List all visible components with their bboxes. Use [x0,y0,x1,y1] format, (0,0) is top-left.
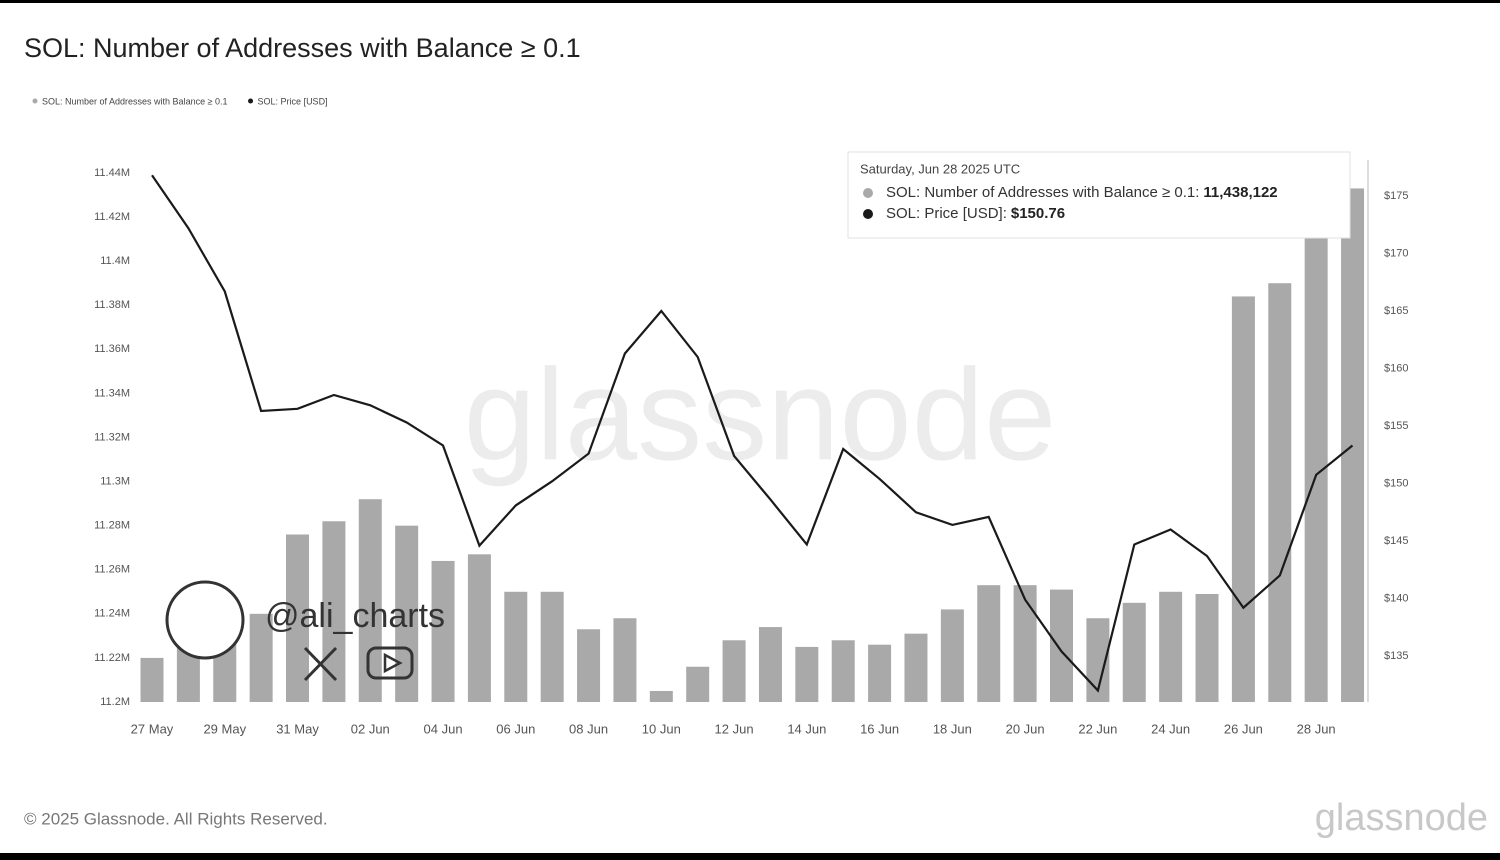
y-tick-label: 11.2M [100,696,130,708]
y2-tick-label: $135 [1384,650,1408,662]
y-tick-label: 11.4M [100,255,130,267]
tooltip-dot [863,188,873,198]
tooltip-value: 11,438,122 [1203,184,1277,201]
bar [1341,188,1365,702]
bar [758,627,782,702]
bar [1013,585,1037,702]
bar [904,633,928,702]
y-tick-label: 11.44M [94,167,130,179]
y-tick-label: 11.22M [94,652,130,664]
bar [1195,593,1219,702]
watermark: glassnode [464,341,1057,487]
youtube-icon [366,646,414,680]
logo: glassnode [1315,797,1488,839]
y-tick-label: 11.38M [94,299,130,311]
bar [249,613,273,702]
bar [1304,177,1328,703]
x-tick-label: 18 Jun [933,721,972,736]
bar [431,560,455,702]
bar [1086,618,1110,702]
bar [577,629,601,702]
x-tick-label: 10 Jun [642,721,681,736]
x-tick-label: 14 Jun [787,721,826,736]
bar [1159,591,1183,702]
chart-title: SOL: Number of Addresses with Balance ≥ … [24,33,581,63]
bar [831,640,855,702]
x-tick-label: 31 May [276,721,319,736]
x-tick-label: 28 Jun [1297,721,1336,736]
y-tick-label: 11.32M [94,431,130,443]
y-tick-label: 11.36M [94,343,130,355]
x-tick-label: 26 Jun [1224,721,1263,736]
tooltip-dot [863,209,873,219]
y2-tick-label: $145 [1384,535,1408,547]
x-tick-label: 06 Jun [496,721,535,736]
x-tick-label: 24 Jun [1151,721,1190,736]
price-line [151,174,1354,693]
y2-tick-label: $160 [1384,362,1408,374]
y2-tick-label: $165 [1384,305,1408,317]
bar [1231,296,1255,702]
tooltip-date: Saturday, Jun 28 2025 UTC [860,161,1020,176]
y2-tick-label: $155 [1384,420,1408,432]
author-handle: @ali_charts [265,597,445,635]
tooltip-box [847,151,1351,239]
bar [940,609,964,702]
legend-swatch [32,98,38,104]
x-tick-label: 20 Jun [1006,721,1045,736]
bar [140,657,164,702]
x-tick-label: 27 May [131,721,174,736]
y2-tick-label: $140 [1384,592,1408,604]
x-tick-label: 08 Jun [569,721,608,736]
bar [358,499,382,702]
legend-label: SOL: Price [USD] [258,96,328,106]
bar [286,534,310,702]
bar [868,644,892,702]
x-tick-label: 22 Jun [1078,721,1117,736]
bar [540,591,564,702]
bar [1050,589,1073,702]
tooltip-value: $150.76 [1011,205,1065,222]
bar [1122,602,1146,702]
author-avatar [165,580,245,660]
legend-label: SOL: Number of Addresses with Balance ≥ … [42,96,228,106]
tooltip-label: SOL: Number of Addresses with Balance ≥ … [886,184,1199,201]
bar [722,640,746,702]
bar [613,618,637,702]
footer: © 2025 Glassnode. All Rights Reserved. [24,809,328,828]
x-tick-label: 16 Jun [860,721,899,736]
y-tick-label: 11.42M [94,211,130,223]
y-tick-label: 11.24M [94,608,130,620]
legend-swatch [248,98,254,104]
youtube-play [383,652,403,674]
bar [504,591,528,702]
y-tick-label: 11.3M [100,475,130,487]
y2-tick-label: $175 [1384,190,1408,202]
x-icon [303,646,338,682]
bar [795,646,819,702]
x-tick-label: 12 Jun [715,721,754,736]
x-tick-label: 04 Jun [424,721,463,736]
tooltip-label: SOL: Price [USD]: [886,205,1007,222]
bar [467,554,491,702]
bar [977,585,1001,702]
y-tick-label: 11.34M [94,387,130,399]
bar [1268,283,1292,702]
y2-tick-label: $170 [1384,247,1408,259]
y-tick-label: 11.26M [94,564,130,576]
y2-tick-label: $150 [1384,477,1408,489]
bar [686,666,710,702]
y-tick-label: 11.28M [94,520,130,532]
bar [649,690,673,702]
x-tick-label: 29 May [203,721,246,736]
x-tick-label: 02 Jun [351,721,390,736]
